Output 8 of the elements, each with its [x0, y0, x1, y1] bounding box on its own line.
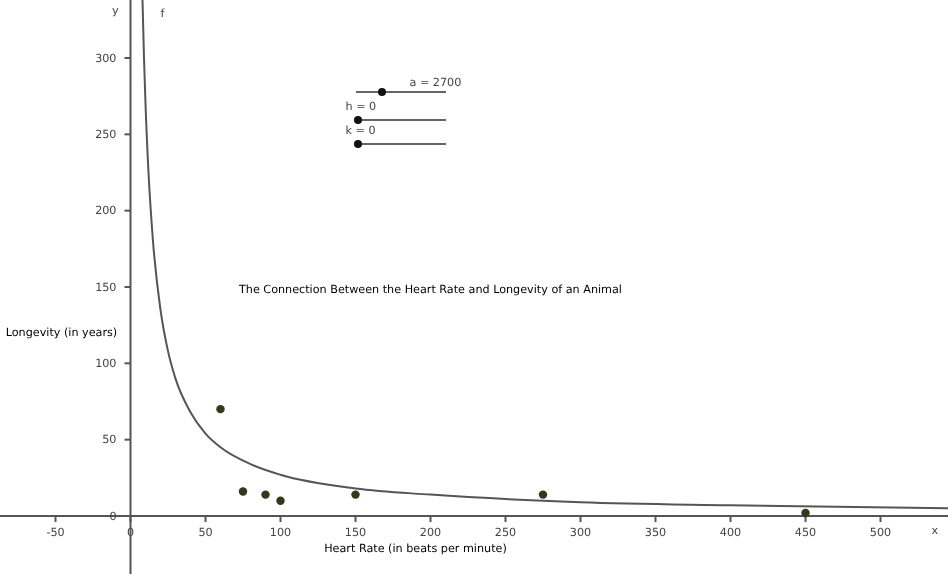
- point: [351, 490, 360, 499]
- point: [276, 496, 285, 505]
- point: [216, 404, 225, 414]
- point: [801, 508, 810, 518]
- point: [261, 490, 270, 499]
- line-series: [141, 0, 948, 510]
- point: [238, 487, 248, 496]
- point: [538, 490, 548, 499]
